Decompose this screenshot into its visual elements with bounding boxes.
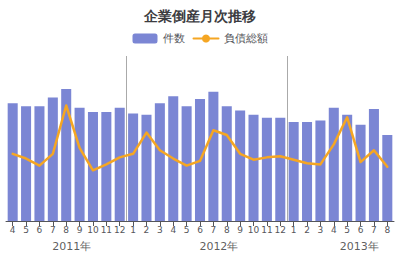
svg-text:2: 2: [304, 225, 310, 235]
svg-text:2: 2: [144, 225, 150, 235]
svg-text:12: 12: [275, 225, 286, 235]
svg-text:3: 3: [318, 225, 324, 235]
svg-text:3: 3: [157, 225, 163, 235]
svg-text:1: 1: [291, 225, 297, 235]
svg-text:5: 5: [184, 225, 190, 235]
svg-text:8: 8: [63, 225, 69, 235]
svg-text:7: 7: [211, 225, 217, 235]
svg-text:4: 4: [170, 225, 176, 235]
svg-text:9: 9: [77, 225, 83, 235]
svg-text:12: 12: [114, 225, 125, 235]
svg-text:5: 5: [344, 225, 350, 235]
svg-text:7: 7: [50, 225, 56, 235]
svg-text:10: 10: [87, 225, 99, 235]
svg-text:5: 5: [23, 225, 29, 235]
svg-text:負債総額: 負債総額: [224, 32, 268, 45]
svg-text:11: 11: [101, 225, 112, 235]
svg-text:企業倒産月次推移: 企業倒産月次推移: [143, 8, 256, 24]
svg-text:2013年: 2013年: [329, 240, 379, 253]
svg-text:10: 10: [248, 225, 260, 235]
svg-text:1: 1: [130, 225, 136, 235]
svg-text:2011年: 2011年: [41, 240, 91, 253]
svg-text:7: 7: [371, 225, 377, 235]
svg-text:8: 8: [384, 225, 390, 235]
svg-text:6: 6: [197, 225, 203, 235]
svg-text:8: 8: [224, 225, 230, 235]
svg-text:11: 11: [261, 225, 272, 235]
svg-text:9: 9: [237, 225, 243, 235]
svg-text:6: 6: [37, 225, 43, 235]
svg-text:件数: 件数: [163, 32, 185, 45]
svg-text:4: 4: [10, 225, 16, 235]
svg-text:4: 4: [331, 225, 337, 235]
svg-text:2012年: 2012年: [188, 240, 238, 253]
svg-text:6: 6: [358, 225, 364, 235]
